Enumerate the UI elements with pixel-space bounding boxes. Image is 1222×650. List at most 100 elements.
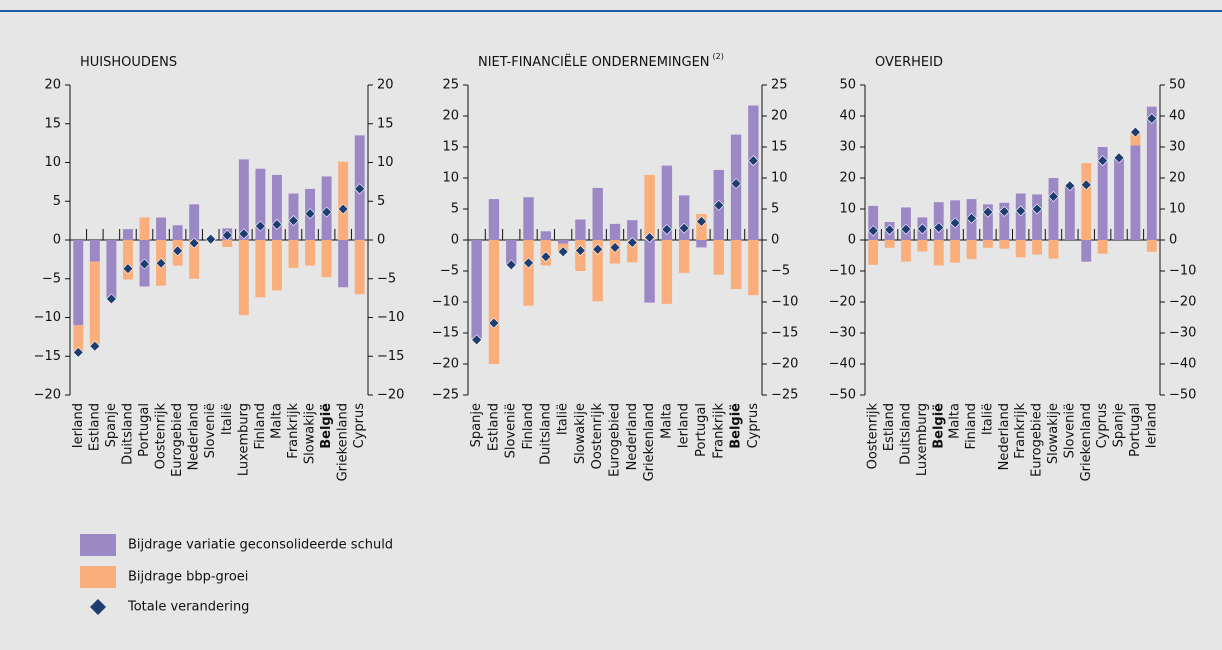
bar-segment (73, 325, 84, 353)
total-marker (998, 206, 1010, 217)
bar-segment (884, 240, 895, 248)
bar-segment (1081, 163, 1092, 240)
y-tick-label: −50 (829, 388, 856, 403)
x-tick-label: Frankrijk (286, 403, 301, 459)
bar-segment (901, 207, 911, 240)
total-marker (713, 199, 725, 211)
bar-segment (748, 105, 759, 241)
y-tick-label: 10 (442, 171, 459, 186)
total-marker (155, 257, 167, 269)
bar-segment (1130, 145, 1141, 240)
bar-segment (1097, 240, 1108, 254)
total-marker (1097, 155, 1109, 167)
bar-segment (557, 240, 569, 244)
total-marker (1129, 126, 1141, 138)
bar-segment (471, 240, 482, 338)
total-marker (574, 245, 586, 256)
total-marker (540, 251, 552, 263)
total-marker (105, 293, 117, 305)
bar-segment (627, 240, 638, 263)
bar-segment (1032, 194, 1042, 240)
bar-segment (189, 204, 200, 240)
y2-tick-label: 0 (377, 233, 385, 248)
legend-swatch (80, 534, 116, 556)
bar-segment (156, 217, 167, 240)
x-tick-label: Cyprus (746, 403, 761, 449)
total-marker (139, 258, 150, 270)
total-marker (89, 340, 101, 352)
x-tick-label: Eurogebied (1030, 403, 1045, 477)
bar-segment (1081, 240, 1092, 262)
total-marker (288, 215, 299, 227)
total-marker (1146, 113, 1158, 124)
x-tick-label: Luxemburg (236, 403, 251, 476)
legend-label: Totale verandering (127, 600, 249, 615)
bar-segment (1048, 240, 1059, 259)
y2-tick-label: −20 (377, 388, 404, 403)
bar-segment (488, 199, 500, 240)
y-tick-label: −10 (432, 295, 459, 310)
panel-title-note: (2) (713, 52, 724, 61)
y2-tick-label: −50 (1169, 388, 1196, 403)
bar-segment (644, 174, 655, 240)
x-tick-label: Estland (87, 403, 102, 451)
legend-label: Bijdrage bbp-groei (128, 570, 248, 585)
bar-segment (139, 217, 150, 240)
x-tick-label: Spanje (469, 403, 484, 447)
panel-title: OVERHEID (875, 55, 943, 70)
y2-tick-label: −25 (771, 388, 798, 403)
y-tick-label: −20 (34, 388, 61, 403)
x-tick-label: Slowakije (303, 403, 318, 464)
bar-segment (255, 168, 266, 240)
y-tick-label: 10 (839, 202, 856, 217)
bar-segment (338, 161, 349, 240)
x-tick-label: Oostenrijk (590, 403, 605, 470)
bar-segment (338, 240, 349, 288)
bar-segment (506, 240, 517, 266)
y2-tick-label: −15 (377, 349, 404, 364)
total-marker (523, 257, 534, 269)
total-marker (884, 224, 896, 236)
total-marker (205, 233, 217, 245)
bar-segment (222, 240, 233, 247)
bar-segment (106, 240, 117, 299)
total-marker (72, 346, 84, 358)
total-marker (626, 237, 638, 248)
y2-tick-label: 20 (771, 109, 788, 124)
bar-segment (540, 231, 552, 240)
bar-segment (1048, 178, 1059, 240)
bar-segment (661, 240, 673, 304)
y-tick-label: −5 (440, 264, 459, 279)
x-tick-label: Malta (948, 403, 963, 439)
y2-tick-label: −10 (1169, 264, 1196, 279)
bar-segment (354, 240, 365, 295)
y-tick-label: 20 (442, 109, 459, 124)
bar-segment (238, 159, 249, 240)
bar-segment (89, 261, 100, 345)
x-tick-label: Finland (521, 403, 536, 449)
x-tick-label: Nederland (997, 403, 1012, 470)
y-tick-label: 0 (451, 233, 459, 248)
bar-segment (696, 213, 707, 240)
y2-tick-label: −15 (771, 326, 798, 341)
x-tick-label: Ierland (1144, 403, 1159, 448)
x-tick-label: Slowakije (573, 403, 588, 464)
x-tick-label: Griekenland (1079, 403, 1094, 481)
panel-title: NIET-FINANCIËLE ONDERNEMINGEN (2) (478, 52, 724, 70)
y2-tick-label: −10 (771, 295, 798, 310)
bar-segment (271, 174, 282, 240)
x-tick-label: Nederland (625, 403, 640, 470)
y2-tick-label: −20 (771, 357, 798, 372)
bar-segment (592, 187, 603, 240)
x-tick-label: Slovenië (203, 403, 218, 458)
y-tick-label: −15 (432, 326, 459, 341)
total-marker (122, 263, 134, 275)
bar-segment (73, 240, 84, 326)
bar-segment (933, 240, 944, 266)
x-tick-label: Slovenië (1062, 403, 1077, 458)
total-marker (254, 220, 266, 232)
bar-segment (575, 219, 586, 240)
y2-tick-label: −40 (1169, 357, 1196, 372)
panel-title: HUISHOUDENS (80, 55, 177, 70)
